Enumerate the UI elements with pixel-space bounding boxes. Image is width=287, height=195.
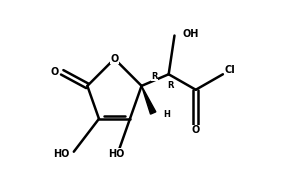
Text: OH: OH [182,29,199,39]
Text: R: R [151,72,158,81]
Text: Cl: Cl [225,65,236,75]
Text: HO: HO [54,149,70,159]
Text: HO: HO [108,149,125,159]
Text: R: R [167,81,174,90]
Text: O: O [50,67,58,77]
Polygon shape [141,86,156,114]
Text: O: O [192,125,200,135]
Text: O: O [110,54,119,64]
Text: H: H [163,110,170,119]
